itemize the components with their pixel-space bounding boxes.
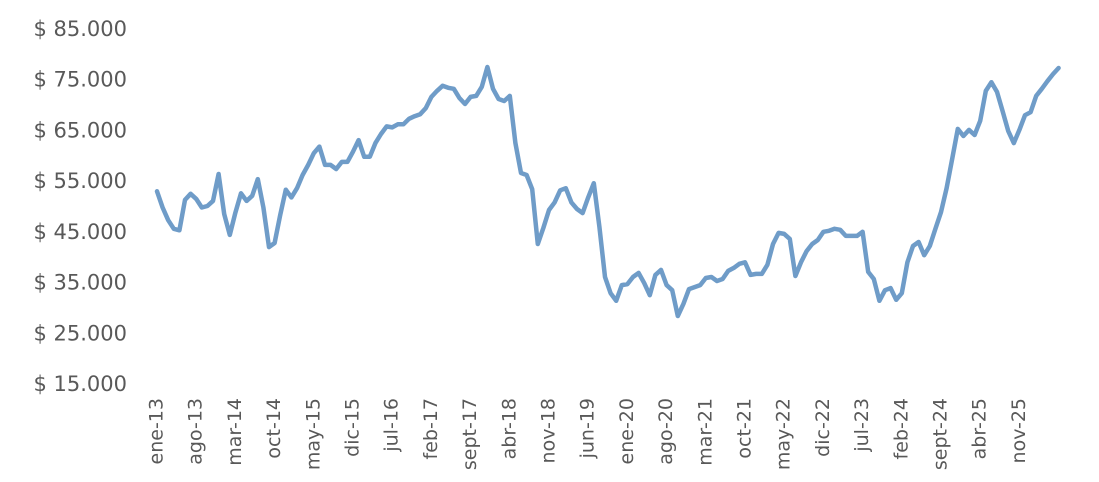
x-tick-label: ene-13 xyxy=(146,398,168,464)
y-tick-label: $ 75.000 xyxy=(33,68,127,92)
x-tick-label: feb-17 xyxy=(420,398,442,459)
x-tick-label: ene-20 xyxy=(616,398,638,464)
y-tick-label: $ 55.000 xyxy=(33,169,127,193)
x-tick-label: jul-16 xyxy=(381,398,403,453)
x-tick-label: jul-23 xyxy=(851,398,873,453)
y-tick-label: $ 85.000 xyxy=(33,17,127,41)
x-tick-label: feb-24 xyxy=(890,398,912,459)
x-tick-label: oct-14 xyxy=(263,398,285,459)
x-tick-label: sept-24 xyxy=(930,398,952,470)
y-tick-label: $ 35.000 xyxy=(33,271,127,295)
x-tick-label: ago-13 xyxy=(185,398,207,465)
x-tick-label: dic-15 xyxy=(342,398,364,457)
x-tick-label: jun-19 xyxy=(577,398,599,459)
y-tick-label: $ 65.000 xyxy=(33,118,127,142)
y-tick-label: $ 45.000 xyxy=(33,220,127,244)
x-tick-label: nov-25 xyxy=(1008,398,1030,463)
x-tick-label: sept-17 xyxy=(459,398,481,470)
x-tick-label: may-22 xyxy=(773,398,795,470)
x-tick-label: abr-25 xyxy=(969,398,991,459)
x-tick-label: abr-18 xyxy=(498,398,520,459)
x-tick-label: ago-20 xyxy=(655,398,677,465)
x-tick-label: dic-22 xyxy=(812,398,834,457)
x-tick-label: nov-18 xyxy=(538,398,560,463)
y-tick-label: $ 25.000 xyxy=(33,321,127,345)
x-tick-label: mar-21 xyxy=(694,398,716,466)
x-tick-label: oct-21 xyxy=(734,398,756,459)
y-tick-label: $ 15.000 xyxy=(33,372,127,396)
price-line xyxy=(154,64,1061,319)
x-tick-label: may-15 xyxy=(302,398,324,470)
x-tick-label: mar-14 xyxy=(224,398,246,466)
